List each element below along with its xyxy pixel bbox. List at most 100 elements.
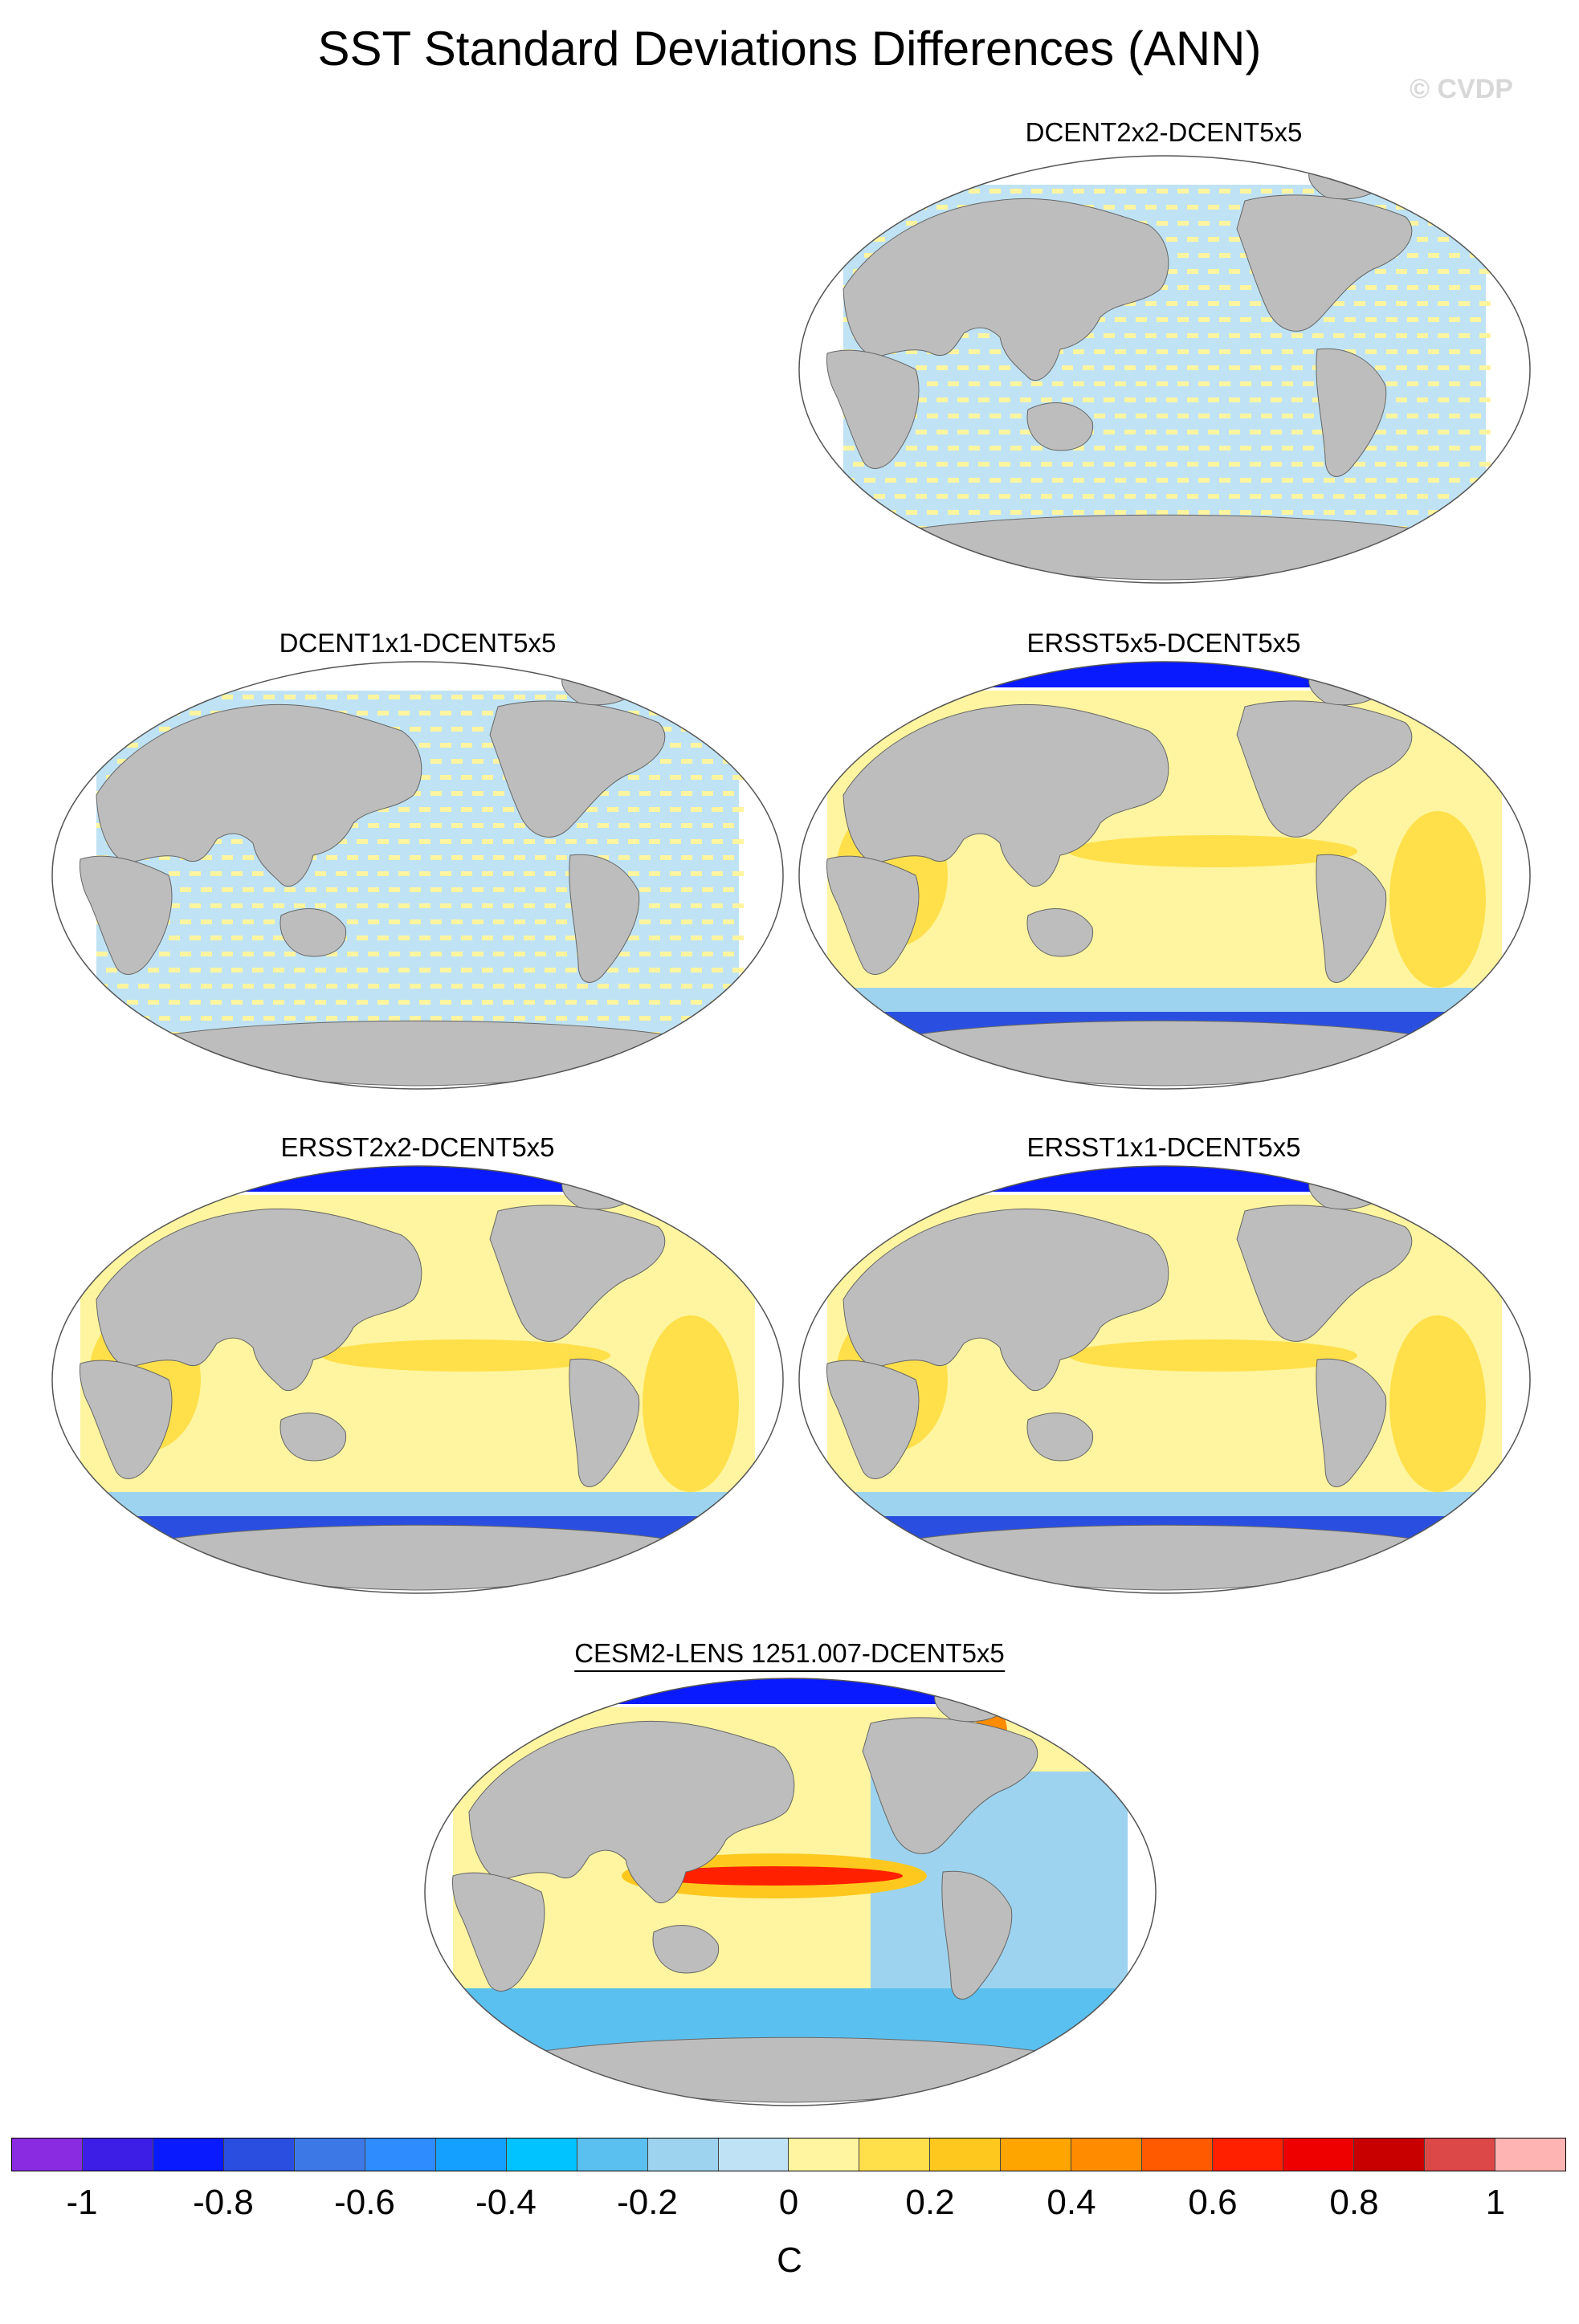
colorbar-tick-label: -0.4 [475,2183,537,2222]
anomaly-stripe [1459,462,1470,467]
anomaly-stripe [1010,446,1022,451]
anomaly-stripe [1407,349,1418,354]
anomaly-stripe [1449,221,1460,226]
colorbar-tick-label: 0.2 [905,2183,955,2222]
anomaly-stripe [1303,189,1314,194]
anomaly-stripe [419,903,430,908]
anomaly-stripe [503,1000,514,1005]
anomaly-stripe [514,855,525,860]
anomaly-stripe [1438,494,1449,499]
anomaly-stripe [723,791,734,796]
anomaly-stripe [1031,381,1042,386]
anomaly-stripe [853,462,864,467]
anomaly-stripe [906,478,917,483]
anomaly-stripe [305,1016,316,1021]
anomaly-stripe [493,759,504,764]
anomaly-stripe [723,887,734,892]
anomaly-stripe [1208,269,1219,274]
anomaly-stripe [440,711,451,716]
land-south-america [569,1358,640,1487]
anomaly-stripe [368,855,379,860]
anomaly-stripe [1375,269,1386,274]
anomaly-stripe [1449,189,1460,194]
panel-title-ersst5x5: ERSST5x5-DCENT5x5 [1026,628,1301,658]
anomaly-stripe [702,695,713,699]
anomaly-stripe [1219,478,1230,483]
anomaly-stripe [231,871,243,876]
anomaly-stripe [936,494,948,499]
anomaly-stripe [556,1016,567,1021]
anomaly-stripe [1291,462,1303,467]
anomaly-stripe [1479,301,1491,306]
anomaly-stripe [1407,189,1418,194]
anomaly-stripe [368,1016,379,1021]
anomaly-stripe [273,968,284,972]
anomaly-stripe [1324,478,1335,483]
anomaly-stripe [180,1016,191,1021]
anomaly-stripe [294,968,305,972]
anomaly-stripe [1354,462,1365,467]
colorbar-box [1001,2138,1072,2171]
anomaly-stripe [1449,253,1460,258]
anomaly-stripe [628,968,639,972]
anomaly-stripe [1136,189,1147,194]
anomaly-stripe [1375,301,1386,306]
anomaly-stripe [1479,430,1491,434]
anomaly-stripe [410,984,421,989]
anomaly-stripe [493,855,504,860]
anomaly-stripe [670,807,681,812]
anomaly-stripe [670,968,681,972]
anomaly-stripe [1229,301,1240,306]
anomaly-stripe [190,903,201,908]
anomaly-stripe [1291,333,1303,338]
colorbar-tick-label: -0.2 [617,2183,678,2222]
colorbar-tick-label: -0.6 [334,2183,395,2222]
anomaly-stripe [565,903,577,908]
anomaly-stripe [1271,462,1282,467]
anomaly-stripe [159,984,170,989]
anomaly-stripe [1229,430,1240,434]
anomaly-stripe [169,1000,180,1005]
anomaly-stripe [853,237,864,242]
anomaly-stripe [732,871,744,876]
anomaly-stripe [419,807,430,812]
anomaly-stripe [389,984,400,989]
anomaly-stripe [1010,414,1022,418]
colorbar-box [789,2138,860,2171]
anomaly-stripe [389,887,400,892]
anomaly-stripe [1208,301,1219,306]
anomaly-stripe [482,743,493,748]
anomaly-stripe [853,494,864,499]
anomaly-stripe [284,952,296,956]
anomaly-stripe [482,711,493,716]
anomaly-stripe [712,903,723,908]
anomaly-stripe [1136,317,1147,322]
anomaly-stripe [1470,189,1481,194]
anomaly-stripe [989,478,1001,483]
anomaly-stripe [1428,285,1439,290]
anomaly-stripe [1438,430,1449,434]
anomaly-stripe [1303,510,1314,515]
anomaly-stripe [1208,365,1219,370]
anomaly-stripe [243,984,254,989]
anomaly-stripe [681,887,692,892]
anomaly-stripe [681,919,692,924]
anomaly-stripe [681,855,692,860]
anomaly-stripe [398,903,410,908]
anomaly-stripe [1198,317,1210,322]
anomaly-stripe [1250,333,1261,338]
anomaly-stripe [1124,301,1136,306]
anomaly-stripe [545,968,556,972]
anomaly-stripe [691,743,702,748]
colorbar-box [577,2138,648,2171]
anomaly-stripe [1428,542,1439,547]
anomaly-stripe [1198,414,1210,418]
anomaly-stripe [1208,205,1219,210]
anomaly-stripe [1031,446,1042,451]
anomaly-stripe [336,1000,347,1005]
anomaly-stripe [472,887,483,892]
anomaly-stripe [1083,398,1094,402]
colorbar-box [223,2138,295,2171]
anomaly-stripe [1396,333,1407,338]
anomaly-stripe [1145,205,1157,210]
